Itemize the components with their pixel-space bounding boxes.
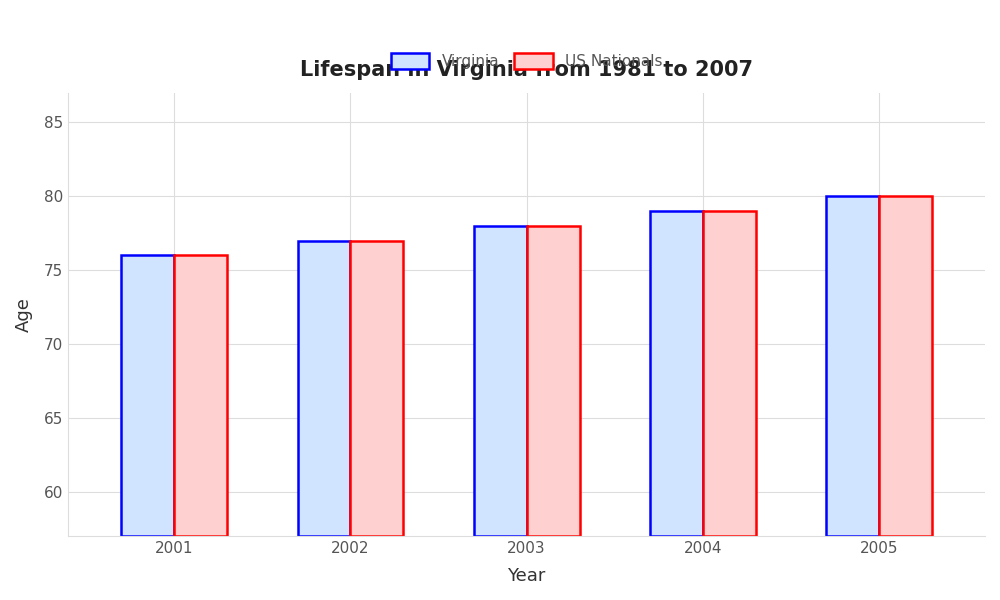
X-axis label: Year: Year	[507, 567, 546, 585]
Bar	[826, 196, 879, 536]
Bar	[879, 196, 932, 536]
Bar	[350, 241, 403, 536]
Bar	[121, 256, 174, 536]
Bar	[174, 256, 227, 536]
Bar	[474, 226, 527, 536]
Bar	[650, 211, 703, 536]
Bar	[298, 241, 350, 536]
Legend: Virginia, US Nationals: Virginia, US Nationals	[385, 47, 668, 76]
Title: Lifespan in Virginia from 1981 to 2007: Lifespan in Virginia from 1981 to 2007	[300, 60, 753, 80]
Bar	[703, 211, 756, 536]
Bar	[527, 226, 580, 536]
Y-axis label: Age: Age	[15, 297, 33, 332]
